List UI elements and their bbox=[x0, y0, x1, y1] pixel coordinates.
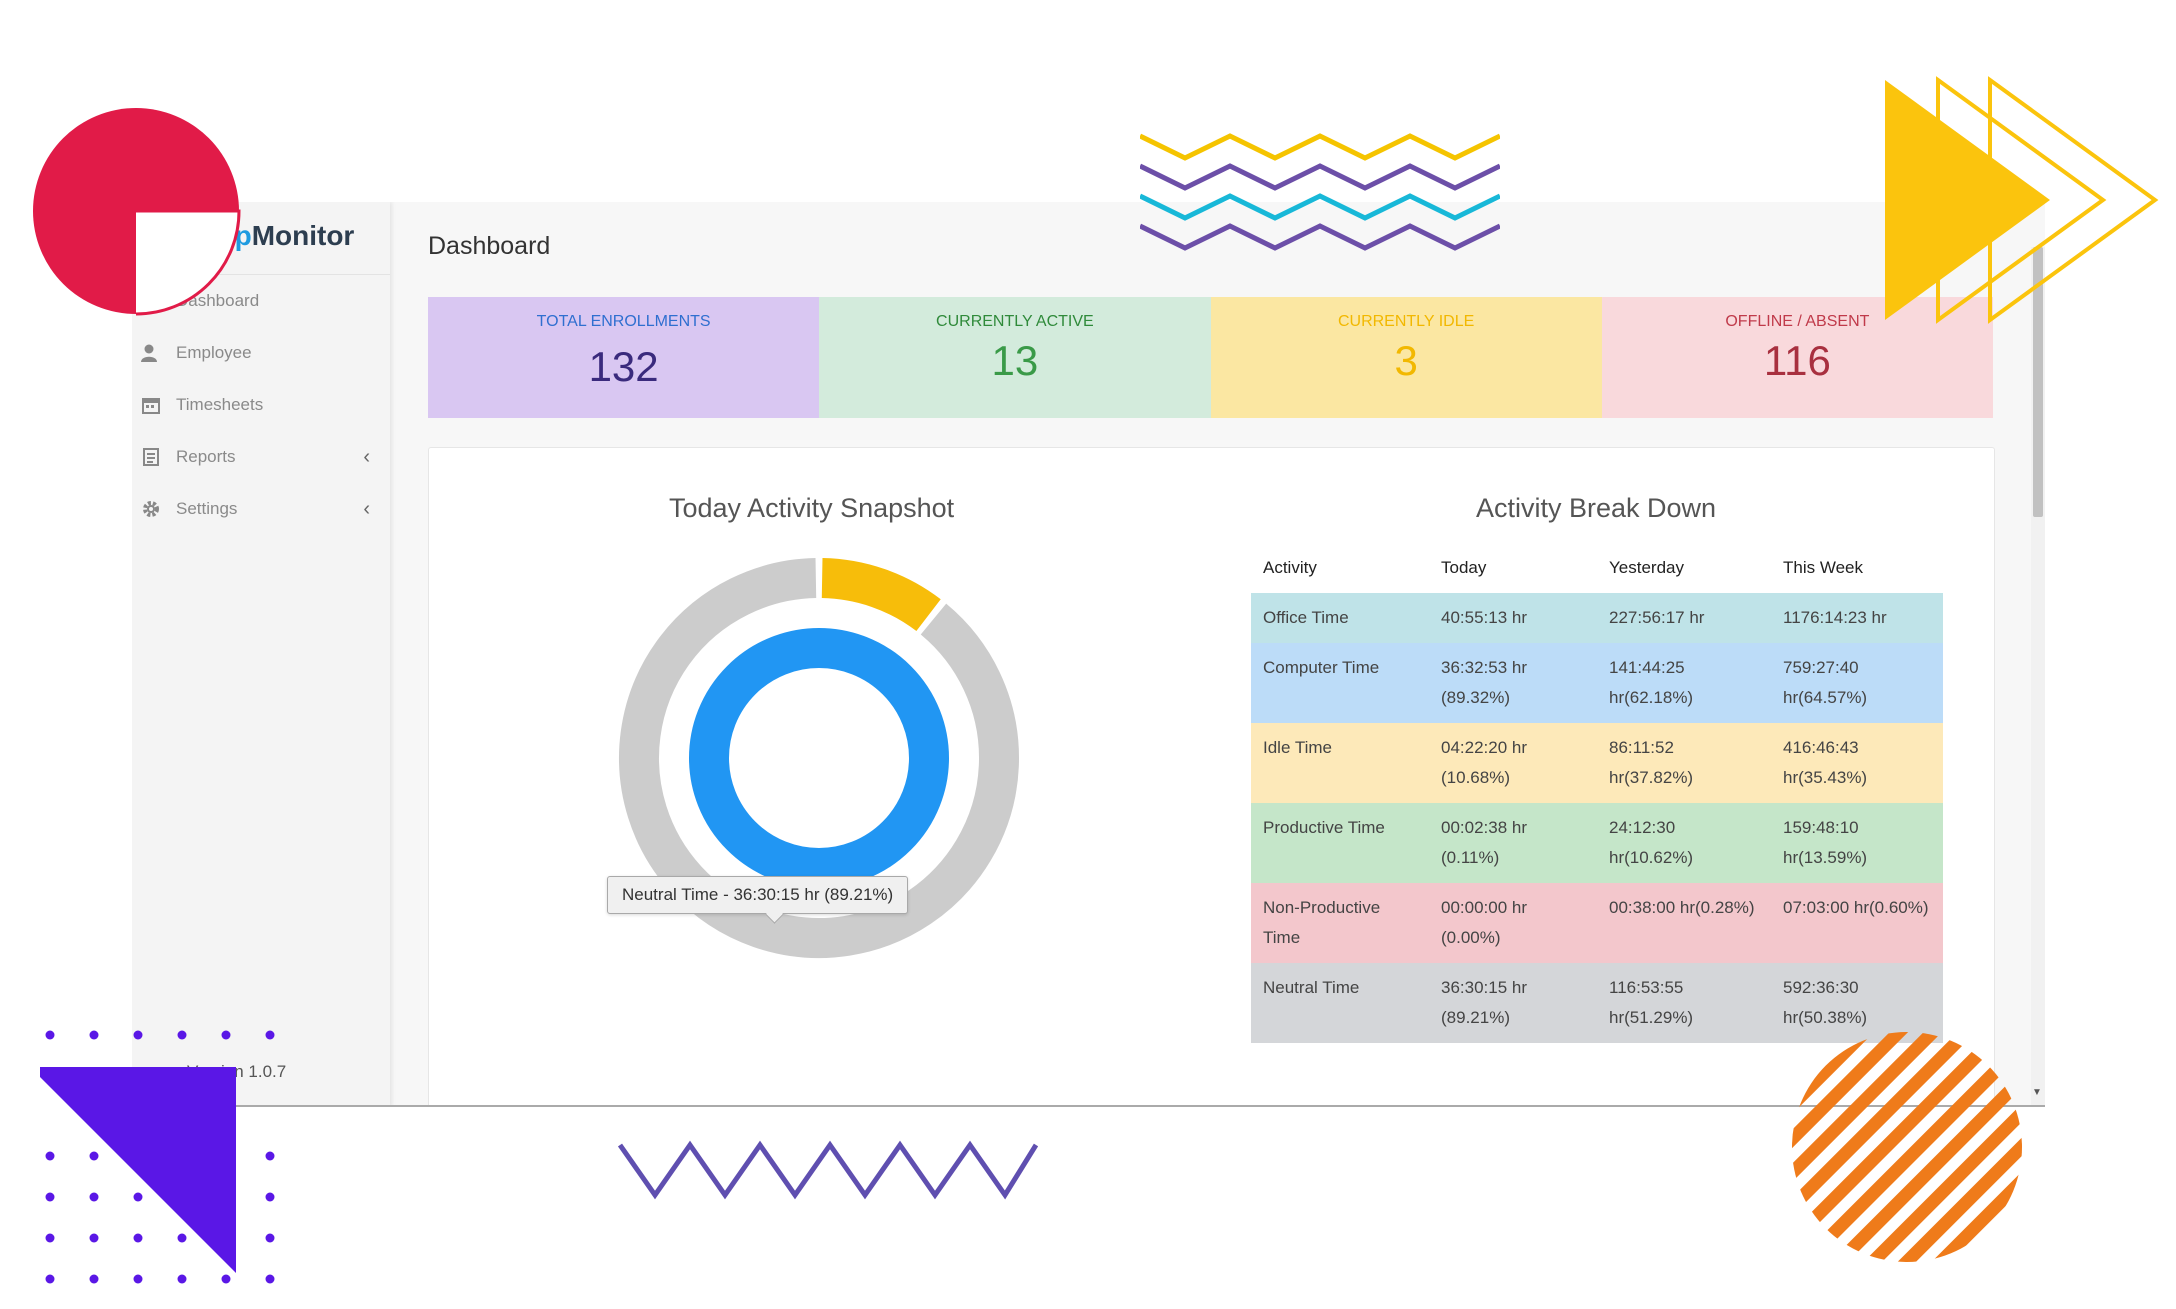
red-circle-decoration bbox=[33, 108, 241, 316]
table-cell: 592:36:30 hr(50.38%) bbox=[1783, 978, 1868, 1027]
page-title: Dashboard bbox=[428, 232, 551, 260]
column-header: Activity bbox=[1263, 558, 1317, 577]
table-cell: 116:53:55 hr(51.29%) bbox=[1609, 978, 1694, 1027]
orange-striped-circle-decoration bbox=[1792, 1032, 2022, 1262]
sidebar: EmpMonitor Dashboard Employee Timesheets bbox=[132, 202, 390, 1107]
table-cell: Productive Time bbox=[1263, 818, 1385, 837]
stat-value: 116 bbox=[1763, 337, 1831, 384]
table-cell: 141:44:25 hr(62.18%) bbox=[1609, 658, 1694, 707]
activity-panel: Today Activity Snapshot Neutral Time - 3… bbox=[428, 447, 1995, 1107]
table-row: Productive Time 00:02:38 hr (0.11%) 24:1… bbox=[1251, 803, 1943, 883]
calendar-icon bbox=[140, 394, 162, 416]
brand-monitor: Monitor bbox=[251, 220, 355, 251]
table-cell: 1176:14:23 hr bbox=[1783, 608, 1887, 627]
play-arrows-decoration bbox=[1885, 76, 2159, 324]
column-header: This Week bbox=[1783, 558, 1863, 577]
column-header: Yesterday bbox=[1609, 558, 1684, 577]
table-cell: 07:03:00 hr(0.60%) bbox=[1783, 898, 1929, 917]
table-cell: Computer Time bbox=[1263, 658, 1380, 677]
table-row: Neutral Time 36:30:15 hr (89.21%) 116:53… bbox=[1251, 963, 1943, 1043]
stat-card-total-enrollments[interactable]: TOTAL ENROLLMENTS 132 bbox=[428, 297, 820, 418]
zigzag-lines-decoration bbox=[1140, 133, 1500, 251]
sidebar-item-label: Settings bbox=[176, 499, 238, 518]
stat-label: CURRENTLY ACTIVE bbox=[936, 313, 1094, 330]
table-row: Computer Time 36:32:53 hr (89.32%) 141:4… bbox=[1251, 643, 1943, 723]
chevron-left-icon[interactable]: ‹ bbox=[363, 445, 370, 468]
purple-zigzag-decoration bbox=[618, 1140, 1038, 1200]
table-cell: 04:22:20 hr (10.68%) bbox=[1441, 738, 1528, 787]
table-cell: Office Time bbox=[1263, 608, 1349, 627]
stat-card-offline-absent[interactable]: OFFLINE / ABSENT 116 bbox=[1601, 297, 1993, 418]
donut-slice-idle[interactable] bbox=[821, 558, 941, 632]
table-cell: 416:46:43 hr(35.43%) bbox=[1783, 738, 1868, 787]
table-row: Office Time 40:55:13 hr 227:56:17 hr 117… bbox=[1251, 593, 1943, 643]
stat-label: OFFLINE / ABSENT bbox=[1725, 313, 1870, 330]
vertical-scrollbar[interactable]: ▼ bbox=[2031, 247, 2045, 1107]
table-cell: 00:38:00 hr(0.28%) bbox=[1609, 898, 1755, 917]
stats-row: TOTAL ENROLLMENTS 132 CURRENTLY ACTIVE 1… bbox=[428, 297, 1993, 418]
sidebar-item-settings[interactable]: Settings ‹ bbox=[140, 498, 380, 520]
sidebar-item-label: Employee bbox=[176, 343, 252, 362]
stat-value: 13 bbox=[991, 337, 1039, 384]
table-cell: 00:00:00 hr (0.00%) bbox=[1441, 898, 1528, 947]
report-icon bbox=[140, 446, 162, 468]
stat-card-currently-active[interactable]: CURRENTLY ACTIVE 13 bbox=[819, 297, 1211, 418]
table-cell: Non-Productive Time bbox=[1263, 898, 1381, 947]
sidebar-item-label: Timesheets bbox=[176, 395, 264, 414]
sidebar-item-employee[interactable]: Employee bbox=[140, 342, 380, 364]
donut-slice-computer[interactable] bbox=[689, 628, 949, 888]
window-bottom-border bbox=[132, 1105, 2045, 1107]
sidebar-item-label: Reports bbox=[176, 447, 236, 466]
user-icon bbox=[140, 342, 162, 364]
snapshot-title: Today Activity Snapshot bbox=[669, 493, 955, 523]
table-header-row: Activity Today Yesterday This Week bbox=[1251, 543, 1943, 593]
table-cell: 36:32:53 hr (89.32%) bbox=[1441, 658, 1528, 707]
table-cell: 00:02:38 hr (0.11%) bbox=[1441, 818, 1528, 867]
gear-icon bbox=[140, 498, 162, 520]
donut-slice-neutral[interactable] bbox=[619, 558, 1019, 958]
sidebar-item-timesheets[interactable]: Timesheets bbox=[140, 394, 380, 416]
table-cell: 227:56:17 hr bbox=[1609, 608, 1705, 627]
table-row: Idle Time 04:22:20 hr (10.68%) 86:11:52 … bbox=[1251, 723, 1943, 803]
breakdown-title: Activity Break Down bbox=[1476, 493, 1717, 523]
stat-label: TOTAL ENROLLMENTS bbox=[536, 313, 711, 330]
table-cell: Neutral Time bbox=[1263, 978, 1360, 997]
table-cell: 40:55:13 hr bbox=[1441, 608, 1528, 627]
table-cell: Idle Time bbox=[1263, 738, 1332, 757]
table-cell: 24:12:30 hr(10.62%) bbox=[1609, 818, 1694, 867]
sidebar-divider bbox=[132, 274, 390, 275]
app-window: EmpMonitor Dashboard Employee Timesheets bbox=[132, 202, 2045, 1107]
column-header: Today bbox=[1441, 558, 1487, 577]
sidebar-item-reports[interactable]: Reports ‹ bbox=[140, 446, 380, 468]
purple-triangle-dots-decoration bbox=[40, 1030, 275, 1284]
stat-value: 132 bbox=[588, 343, 659, 390]
activity-donut-chart[interactable] bbox=[609, 548, 1029, 968]
table-row: Non-Productive Time 00:00:00 hr (0.00%) … bbox=[1251, 883, 1943, 963]
stat-card-currently-idle[interactable]: CURRENTLY IDLE 3 bbox=[1210, 297, 1602, 418]
stat-label: CURRENTLY IDLE bbox=[1337, 313, 1475, 330]
main-content: Dashboard TOTAL ENROLLMENTS 132 CURRENTL… bbox=[390, 202, 2045, 1107]
table-cell: 36:30:15 hr (89.21%) bbox=[1441, 978, 1528, 1027]
activity-breakdown-table: Activity Today Yesterday This Week Offic… bbox=[1251, 543, 1943, 1043]
scroll-down-arrow-icon[interactable]: ▼ bbox=[2032, 1087, 2042, 1098]
stat-value: 3 bbox=[1394, 337, 1418, 384]
scrollbar-thumb[interactable] bbox=[2033, 247, 2043, 517]
table-cell: 86:11:52 hr(37.82%) bbox=[1609, 738, 1694, 787]
table-cell: 159:48:10 hr(13.59%) bbox=[1783, 818, 1868, 867]
chevron-left-icon[interactable]: ‹ bbox=[363, 497, 370, 520]
chart-tooltip: Neutral Time - 36:30:15 hr (89.21%) bbox=[607, 876, 909, 914]
table-cell: 759:27:40 hr(64.57%) bbox=[1783, 658, 1868, 707]
